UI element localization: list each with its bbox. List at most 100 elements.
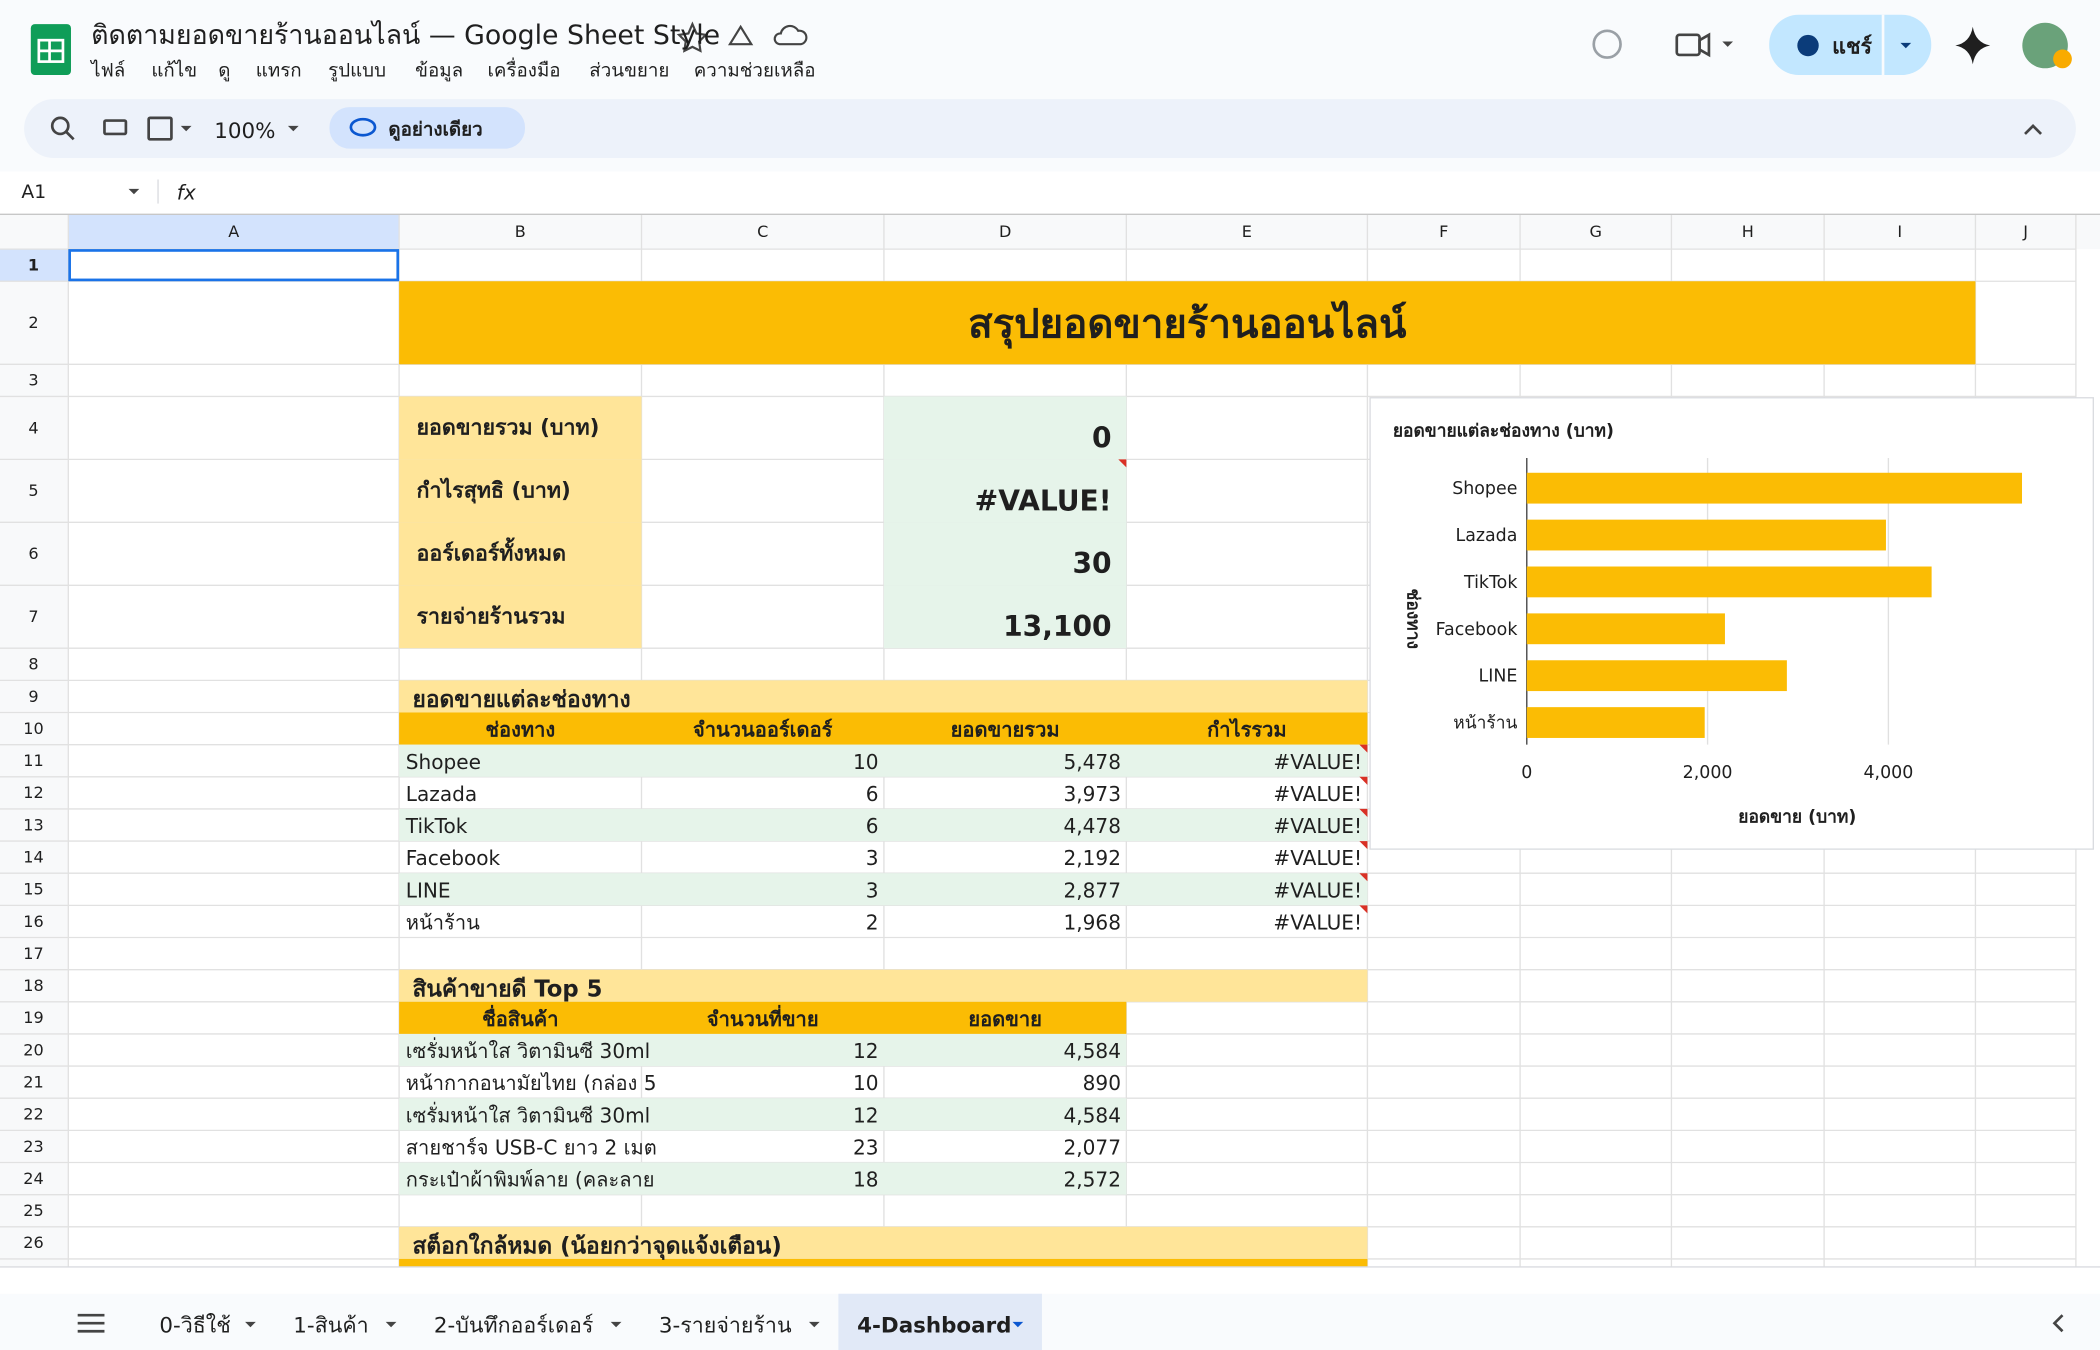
column-header[interactable]: G — [1590, 222, 1602, 241]
column-header[interactable]: A — [228, 222, 239, 241]
sheet-tab[interactable]: 1-สินค้า — [293, 1314, 368, 1339]
row-header[interactable]: 20 — [23, 1040, 43, 1059]
section-title: สต็อกใกล้หมด (น้อยกว่าจุดแจ้งเตือน) — [413, 1231, 782, 1261]
table-header: จำนวนออร์เดอร์ — [693, 718, 833, 742]
table-cell: 2,077 — [1063, 1135, 1120, 1159]
table-cell: 23 — [853, 1135, 879, 1159]
row-header[interactable]: 12 — [23, 783, 43, 802]
table-row-band — [399, 745, 1367, 777]
table-cell: สายชาร์จ USB-C ยาว 2 เมต — [406, 1135, 657, 1159]
column-header[interactable]: D — [999, 222, 1011, 241]
y-tick-label: Shopee — [1452, 479, 1517, 499]
column-header[interactable]: F — [1439, 222, 1448, 241]
row-header[interactable]: 10 — [23, 719, 43, 738]
embedded-chart[interactable]: ยอดขายแต่ละช่องทาง (บาท)02,0004,000Shope… — [1370, 398, 2093, 849]
table-cell: #VALUE! — [1273, 846, 1362, 870]
row-header[interactable]: 16 — [23, 912, 43, 931]
table-cell: Facebook — [406, 846, 501, 870]
table-cell: หน้ากากอนามัยไทย (กล่อง 5 — [406, 1071, 657, 1095]
table-cell: 890 — [1083, 1071, 1121, 1095]
row-header[interactable]: 17 — [23, 944, 43, 963]
menu-item[interactable]: แทรก — [256, 60, 302, 81]
menu-item[interactable]: แก้ไข — [151, 59, 197, 81]
table-header: ยอดขายรวม — [951, 718, 1060, 742]
row-header[interactable]: 1 — [28, 256, 39, 275]
section-title: สินค้าขายดี Top 5 — [412, 976, 602, 1002]
table-header: ยอดขาย — [968, 1007, 1042, 1031]
doc-title: ติดตามยอดขายร้านออนไลน์ — Google Sheet S… — [91, 20, 720, 51]
row-header[interactable]: 23 — [23, 1137, 43, 1156]
table-cell: #VALUE! — [1273, 878, 1362, 902]
row-header[interactable]: 22 — [23, 1105, 43, 1124]
name-box[interactable]: A1 — [21, 182, 46, 203]
x-tick-label: 4,000 — [1863, 763, 1913, 783]
selected-cell[interactable] — [70, 250, 398, 279]
menu-item[interactable]: ดู — [218, 60, 230, 81]
bar — [1527, 473, 2022, 504]
row-header[interactable]: 13 — [23, 815, 43, 834]
row-header[interactable]: 26 — [23, 1233, 43, 1252]
x-axis-label: ยอดขาย (บาท) — [1738, 807, 1856, 827]
table-header: ช่องทาง — [485, 718, 555, 742]
column-header[interactable]: C — [757, 222, 768, 241]
menu-item[interactable]: ไฟล์ — [89, 59, 125, 81]
table-cell: #VALUE! — [1273, 782, 1362, 806]
table-cell: 2 — [866, 910, 879, 934]
row-header[interactable]: 11 — [23, 751, 43, 770]
row-header[interactable]: 14 — [23, 848, 43, 867]
view-only-label[interactable]: ดูอย่างเดียว — [388, 118, 482, 141]
row-header[interactable]: 25 — [23, 1201, 43, 1220]
kpi-value: #VALUE! — [975, 484, 1112, 517]
row-header[interactable]: 24 — [23, 1169, 43, 1188]
table-cell: 5,478 — [1063, 750, 1120, 774]
sheet-tab[interactable]: 2-บันทึกออร์เดอร์ — [434, 1314, 593, 1339]
table-cell: 2,877 — [1063, 878, 1120, 902]
table-cell: TikTok — [405, 814, 468, 838]
table-cell: 3,973 — [1063, 782, 1120, 806]
table-header: กำไรรวม — [1207, 718, 1287, 742]
table-cell: 10 — [853, 1071, 879, 1095]
row-header[interactable]: 3 — [28, 371, 38, 390]
menu-item[interactable]: เครื่องมือ — [488, 57, 561, 81]
table-cell: 4,584 — [1063, 1039, 1120, 1063]
table-cell: Shopee — [406, 750, 481, 774]
row-header[interactable]: 9 — [28, 687, 38, 706]
x-tick-label: 2,000 — [1683, 763, 1733, 783]
zoom-level[interactable]: 100% — [214, 119, 275, 144]
row-header[interactable]: 5 — [28, 481, 38, 500]
table-header-cell — [399, 1259, 1367, 1267]
kpi-label: รายจ่ายร้านรวม — [417, 604, 566, 629]
menu-item[interactable]: รูปแบบ — [328, 60, 386, 81]
table-cell: 1,968 — [1063, 910, 1120, 934]
menu-item[interactable]: ความช่วยเหลือ — [694, 60, 816, 81]
globe-icon — [1797, 35, 1818, 56]
row-header[interactable]: 21 — [23, 1073, 43, 1092]
sheet-title: สรุปยอดขายร้านออนไลน์ — [968, 301, 1407, 350]
row-header[interactable]: 15 — [23, 880, 43, 899]
column-header[interactable]: I — [1897, 222, 1902, 241]
table-cell: 6 — [866, 814, 879, 838]
sheet-tab[interactable]: 0-วิธีใช้ — [159, 1313, 230, 1339]
row-header[interactable]: 6 — [28, 544, 38, 563]
formula-bar — [0, 171, 2100, 213]
column-header[interactable]: J — [2022, 222, 2028, 241]
row-header[interactable]: 8 — [28, 655, 38, 674]
table-cell: 4,478 — [1063, 814, 1120, 838]
column-header[interactable]: H — [1742, 222, 1754, 241]
menu-item[interactable]: ข้อมูล — [415, 60, 463, 81]
row-header[interactable]: 2 — [28, 313, 38, 332]
row-header[interactable]: 7 — [28, 607, 38, 626]
sheet-tab[interactable]: 4-Dashboard — [857, 1314, 1011, 1339]
menu-item[interactable]: ส่วนขยาย — [589, 60, 669, 81]
table-cell: กระเป๋าผ้าพิมพ์ลาย (คละลาย — [406, 1168, 655, 1192]
sheet-tab[interactable]: 3-รายจ่ายร้าน — [659, 1314, 792, 1339]
fx-icon: fx — [177, 181, 197, 205]
row-header[interactable]: 4 — [28, 418, 38, 437]
row-header[interactable]: 18 — [23, 976, 43, 995]
share-label[interactable]: แชร์ — [1832, 34, 1872, 60]
column-header[interactable]: E — [1242, 222, 1252, 241]
column-header[interactable]: B — [515, 222, 526, 241]
table-cell: #VALUE! — [1273, 814, 1362, 838]
row-header[interactable]: 19 — [23, 1008, 43, 1027]
kpi-value: 0 — [1092, 421, 1112, 454]
